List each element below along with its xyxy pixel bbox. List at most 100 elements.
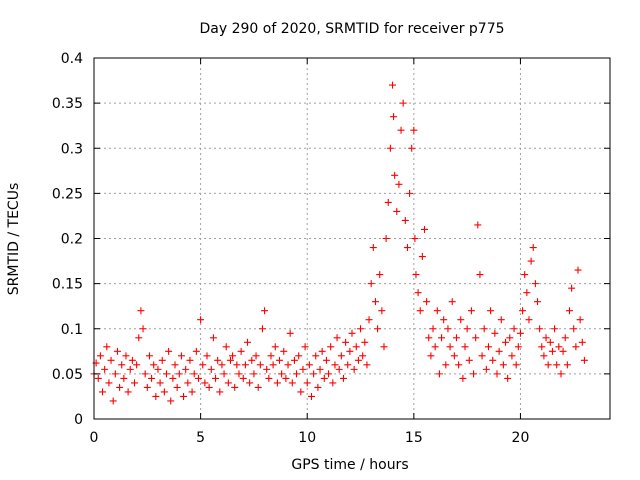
data-point [182,365,190,373]
data-point [384,198,392,206]
data-point [209,334,217,342]
data-point [455,361,463,369]
data-point [235,370,243,378]
data-point [307,392,315,400]
data-point [578,338,586,346]
data-point [342,338,350,346]
data-point [519,307,527,315]
data-point [180,392,188,400]
data-point [99,388,107,396]
data-point [116,383,124,391]
data-point [143,383,151,391]
data-point [128,356,136,364]
data-point [504,374,512,382]
data-point [169,374,177,382]
data-point [327,343,335,351]
data-point [337,352,345,360]
data-point [101,365,109,373]
data-point [414,289,422,297]
data-point [403,244,411,252]
data-point [476,271,484,279]
data-point [401,216,409,224]
x-axis-label: GPS time / hours [291,457,408,473]
data-point [568,284,576,292]
data-point [293,370,301,378]
data-point [231,383,239,391]
data-point [514,343,522,351]
data-point [299,365,307,373]
x-tick-label: 20 [512,430,530,446]
data-point [348,329,356,337]
data-point [495,347,503,355]
data-point [461,343,469,351]
data-point [487,307,495,315]
data-point [256,361,264,369]
data-point [160,388,168,396]
data-point [440,316,448,324]
data-point [395,180,403,188]
data-point [538,343,546,351]
data-point [448,298,456,306]
data-point [331,361,339,369]
data-point [107,356,115,364]
data-point [113,347,121,355]
data-point [254,383,262,391]
data-point [301,343,309,351]
data-point [480,325,488,333]
data-point [290,356,298,364]
data-point [444,325,452,333]
data-point [252,352,260,360]
data-point [194,374,202,382]
data-point [553,361,561,369]
data-point [314,383,322,391]
data-point [446,343,454,351]
y-tick-label: 0.2 [61,232,83,248]
data-point [491,329,499,337]
data-point [542,334,550,342]
data-point [276,356,284,364]
data-point [318,347,326,355]
data-point [386,144,394,152]
grid [94,58,610,419]
axis-ticks: 0 5 10 15 20 0 0.05 0.1 0.15 0.2 0.25 0.3 0.35 0.4 [52,51,610,446]
data-point [173,383,181,391]
data-point [186,356,194,364]
data-point [224,379,232,387]
data-point [139,325,147,333]
data-point [335,365,343,373]
y-tick-label: 0.35 [52,96,83,112]
x-tick-label: 10 [298,430,316,446]
data-point [133,361,141,369]
data-point [378,307,386,315]
x-tick-label: 5 [196,430,205,446]
data-point [305,361,313,369]
data-point [199,361,207,369]
data-point [459,374,467,382]
data-point [286,329,294,337]
data-point [529,244,537,252]
data-point [363,361,371,369]
data-point [111,370,119,378]
data-point [148,374,156,382]
data-point [380,343,388,351]
data-point [450,352,458,360]
data-point [525,316,533,324]
data-point [457,316,465,324]
data-point [452,334,460,342]
data-point [152,392,160,400]
data-point [502,338,510,346]
chart-title: Day 290 of 2020, SRMTID for receiver p77… [199,21,504,37]
data-point [474,221,482,229]
data-point [512,361,520,369]
x-tick-label: 15 [405,430,423,446]
data-point [429,325,437,333]
data-point [250,370,258,378]
data-point [333,334,341,342]
data-point [207,365,215,373]
data-point [411,235,419,242]
data-point [197,316,205,324]
data-point [263,365,271,373]
data-point [297,388,305,396]
data-point [96,352,104,360]
plot-frame [93,57,611,420]
